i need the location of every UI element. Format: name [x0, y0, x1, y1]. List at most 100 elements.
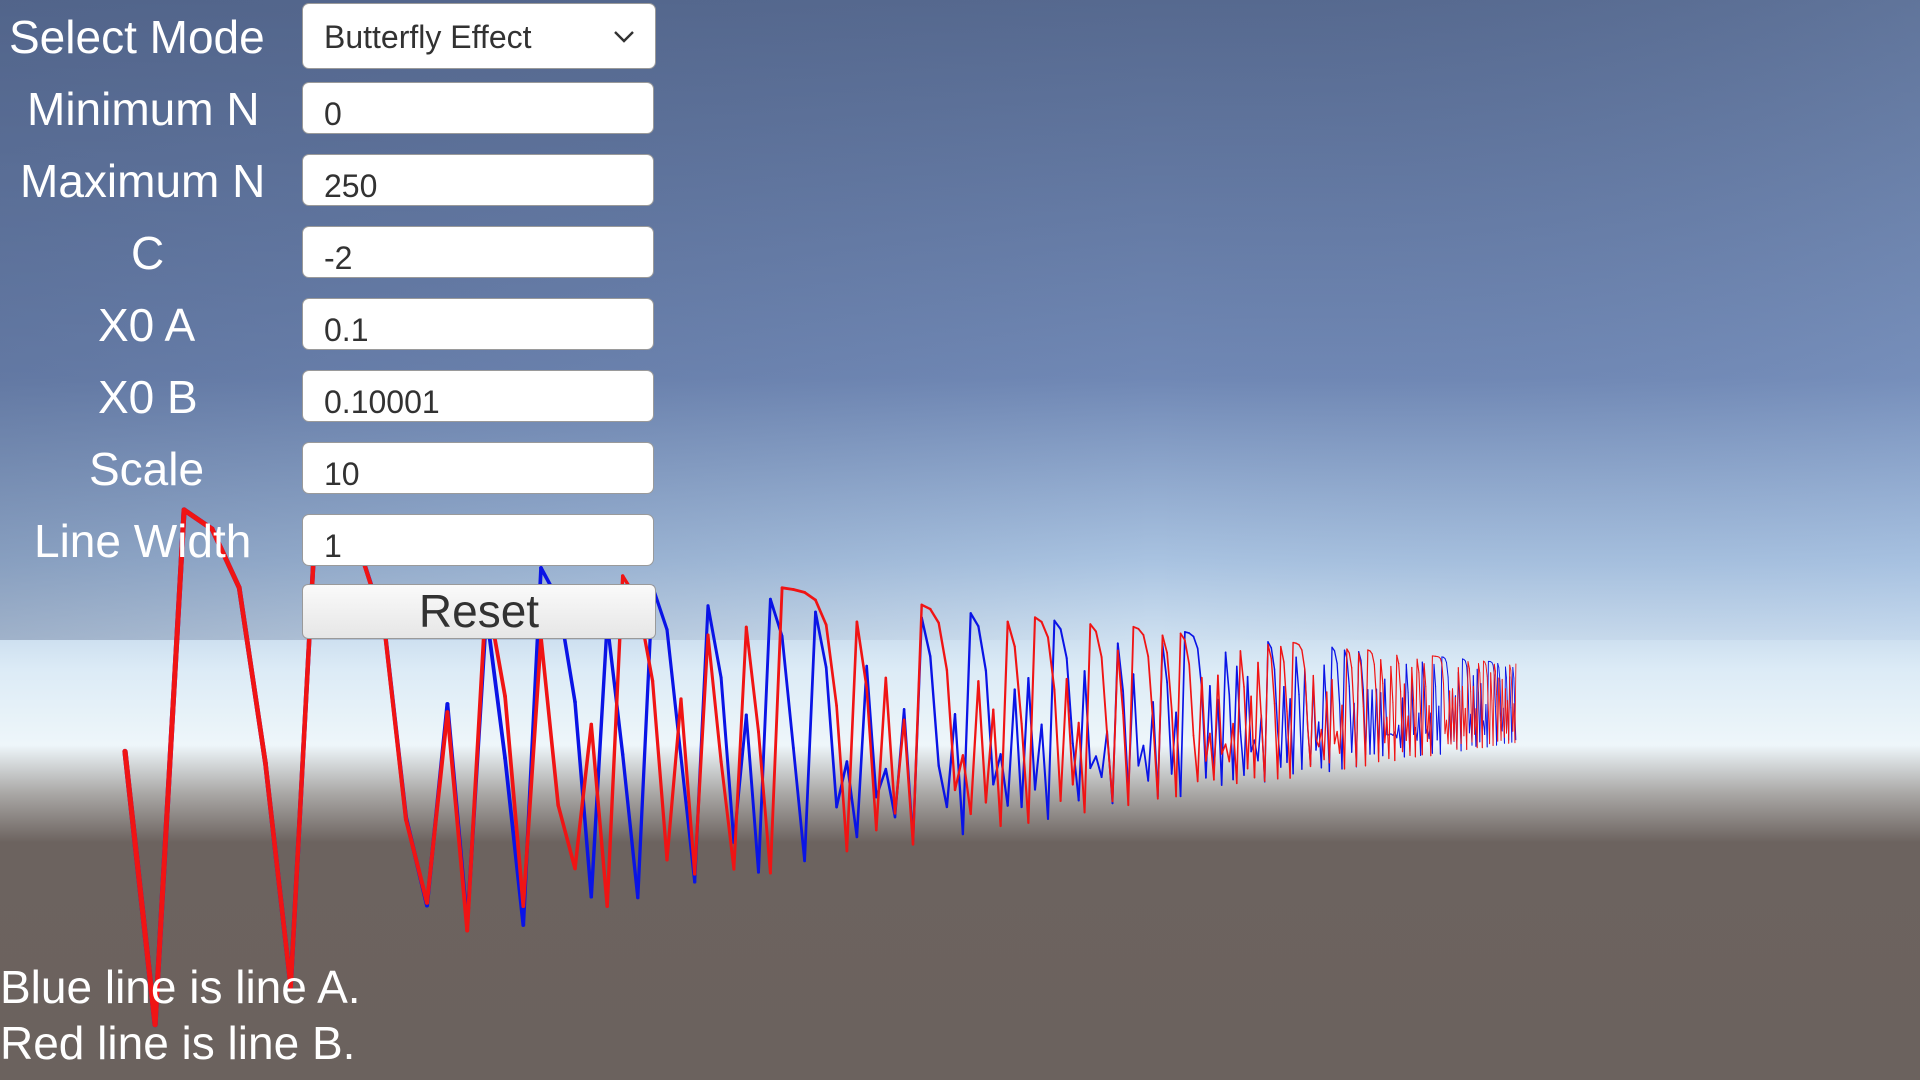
- line-segment: [1260, 716, 1266, 782]
- line-segment: [1161, 642, 1168, 684]
- x0a-label: X0 A: [98, 299, 196, 351]
- line-segment: [1292, 656, 1297, 775]
- line-width-input[interactable]: [302, 514, 654, 566]
- line-segment: [1100, 730, 1109, 779]
- scale-input[interactable]: [302, 442, 654, 494]
- line-segment: [209, 526, 242, 591]
- line-segment: [1498, 666, 1501, 682]
- line-segment: [1435, 685, 1438, 741]
- legend-line-a: Blue line is line A.: [0, 961, 361, 1013]
- line-segment: [961, 612, 972, 836]
- line-segment: [1508, 664, 1511, 744]
- line-segment: [1464, 660, 1468, 667]
- line-segment: [768, 586, 784, 875]
- line-segment: [1481, 660, 1484, 749]
- line-segment: [1499, 680, 1502, 721]
- line-segment: [1514, 663, 1517, 744]
- line-segment: [650, 679, 669, 862]
- line-segment: [403, 817, 430, 905]
- line-segment: [1373, 663, 1378, 701]
- line-segment: [1394, 654, 1398, 762]
- x0a-input[interactable]: [302, 298, 654, 350]
- line-segment: [1501, 678, 1504, 717]
- line-segment: [1152, 722, 1159, 800]
- line-segment: [1161, 634, 1168, 654]
- select-mode-dropdown[interactable]: Butterfly Effect: [302, 3, 656, 69]
- line-segment: [1213, 674, 1219, 781]
- line-segment: [1478, 663, 1481, 674]
- line-segment: [1209, 732, 1215, 781]
- scale-label: Scale: [89, 443, 205, 495]
- line-segment: [1077, 721, 1086, 814]
- line-segment: [521, 635, 543, 908]
- line-segment: [1071, 721, 1080, 786]
- line-segment: [920, 616, 932, 658]
- line-segment: [1479, 672, 1482, 704]
- line-segment: [824, 666, 838, 809]
- line-segment: [1166, 681, 1173, 775]
- line-segment: [1513, 677, 1516, 712]
- line-segment: [122, 748, 158, 1028]
- line-segment: [1188, 663, 1195, 737]
- line-segment: [1336, 662, 1341, 705]
- maximum-n-input[interactable]: [302, 154, 654, 206]
- line-segment: [1280, 685, 1285, 768]
- line-segment: [1338, 704, 1343, 754]
- line-segment: [1323, 691, 1328, 761]
- line-segment: [1166, 651, 1173, 711]
- line-segment: [1033, 616, 1043, 623]
- line-segment: [1467, 661, 1470, 669]
- line-segment: [1217, 698, 1223, 786]
- c-label: C: [131, 227, 165, 279]
- reset-button[interactable]: Reset: [302, 584, 656, 639]
- line-segment: [706, 633, 723, 764]
- line-segment: [792, 588, 806, 594]
- line-segment: [1263, 643, 1269, 782]
- line-segment: [977, 680, 988, 804]
- line-segment: [1083, 623, 1092, 814]
- line-segment: [1401, 683, 1405, 753]
- line-segment: [1040, 620, 1050, 639]
- line-segment: [999, 620, 1009, 828]
- line-segment: [1396, 654, 1400, 665]
- line-segment: [1312, 674, 1317, 740]
- line-segment: [1416, 658, 1420, 674]
- line-segment: [1257, 714, 1263, 762]
- line-segment: [1147, 655, 1154, 724]
- line-segment: [1505, 666, 1507, 679]
- line-segment: [1065, 657, 1074, 745]
- line-segment: [1378, 659, 1382, 763]
- line-segment: [1346, 648, 1350, 654]
- line-segment: [589, 722, 609, 908]
- line-segment: [263, 760, 294, 989]
- line-segment: [1095, 755, 1103, 779]
- line-segment: [1137, 627, 1145, 636]
- line-segment: [1331, 646, 1336, 652]
- line-segment: [1298, 693, 1303, 770]
- line-segment: [1100, 656, 1109, 736]
- line-segment: [152, 507, 187, 1028]
- c-input[interactable]: [302, 226, 654, 278]
- line-segment: [1006, 688, 1016, 807]
- line-segment: [893, 718, 906, 815]
- line-segment: [1485, 664, 1488, 678]
- line-segment: [1371, 689, 1375, 755]
- line-segment: [1246, 695, 1252, 770]
- x0b-input[interactable]: [302, 370, 654, 422]
- line-segment: [1309, 674, 1314, 768]
- line-segment: [693, 633, 710, 876]
- line-segment: [1175, 632, 1182, 798]
- line-segment: [1232, 665, 1238, 781]
- line-segment: [1497, 662, 1500, 668]
- line-segment: [1209, 684, 1215, 774]
- line-segment: [1411, 680, 1415, 736]
- line-segment: [961, 754, 972, 816]
- minimum-n-input[interactable]: [302, 82, 654, 134]
- line-segment: [1472, 685, 1476, 735]
- select-mode-value: Butterfly Effect: [324, 19, 532, 55]
- line-segment: [1257, 661, 1263, 719]
- line-segment: [1333, 650, 1338, 664]
- line-segment: [1480, 683, 1483, 729]
- line-segment: [1301, 649, 1306, 670]
- line-segment: [1095, 630, 1103, 659]
